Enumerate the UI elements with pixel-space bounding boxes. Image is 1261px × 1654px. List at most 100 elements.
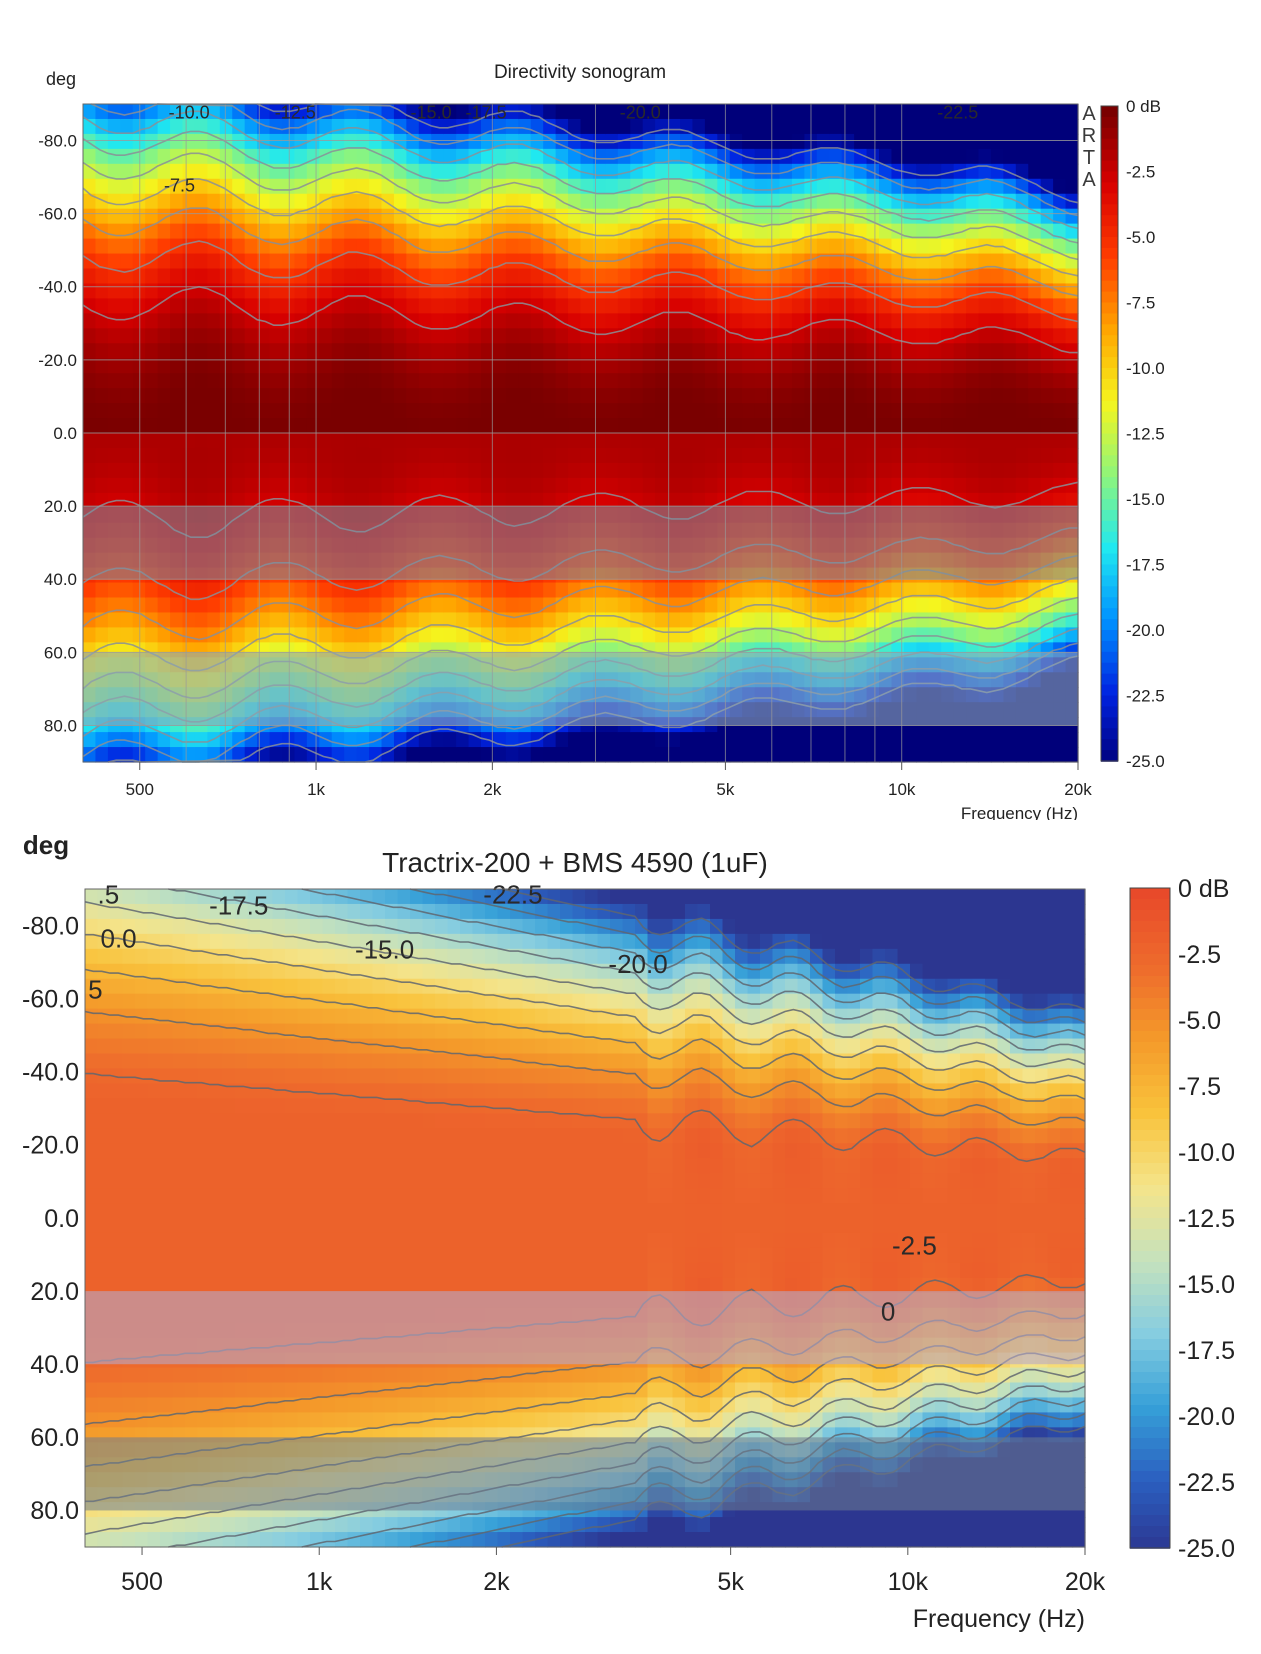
- heatmap-cell: [381, 313, 395, 329]
- heatmap-cell: [642, 388, 656, 404]
- heatmap-cell: [410, 1532, 424, 1548]
- heatmap-cell: [854, 403, 868, 419]
- heatmap-cell: [210, 933, 224, 950]
- heatmap-cell: [260, 1173, 274, 1189]
- heatmap-cell: [555, 343, 569, 359]
- heatmap-cell: [592, 343, 606, 359]
- x-tick-label: 1k: [307, 780, 325, 799]
- heatmap-cell: [447, 1128, 461, 1144]
- heatmap-cell: [447, 1053, 461, 1070]
- heatmap-cell: [120, 313, 134, 329]
- heatmap-cell: [397, 903, 411, 920]
- heatmap-cell: [269, 403, 283, 419]
- heatmap-cell: [966, 627, 980, 643]
- heatmap-cell: [754, 403, 768, 419]
- heatmap-cell: [306, 163, 320, 180]
- heatmap-cell: [170, 343, 184, 359]
- heatmap-cell: [791, 477, 805, 494]
- heatmap-cell: [505, 193, 519, 210]
- heatmap-cell: [194, 732, 208, 748]
- heatmap-cell: [107, 148, 121, 165]
- heatmap-cell: [978, 627, 992, 643]
- heatmap-cell: [1015, 208, 1029, 225]
- heatmap-cell: [282, 268, 296, 285]
- colorbar: 0 dB-2.5-5.0-7.5-10.0-12.5-15.0-17.5-20.…: [1100, 97, 1165, 771]
- heatmap-cell: [235, 1098, 249, 1114]
- heatmap-cell: [97, 1008, 111, 1025]
- heatmap-cell: [356, 403, 370, 419]
- heatmap-cell: [692, 223, 706, 240]
- heatmap-cell: [1003, 388, 1017, 404]
- heatmap-cell: [692, 462, 706, 479]
- heatmap-cell: [335, 1247, 349, 1264]
- heatmap-cell: [322, 1218, 336, 1234]
- heatmap-cell: [322, 1188, 336, 1204]
- heatmap-cell: [272, 1247, 286, 1264]
- heatmap-cell: [285, 963, 299, 980]
- heatmap-cell: [244, 732, 258, 748]
- heatmap-cell: [767, 462, 781, 479]
- heatmap-cell: [344, 492, 358, 509]
- heatmap-cell: [222, 993, 236, 1010]
- heatmap-cell: [916, 133, 930, 150]
- heatmap-cell: [157, 492, 171, 509]
- heatmap-cell: [605, 747, 619, 763]
- heatmap-cell: [435, 1232, 449, 1249]
- heatmap-cell: [207, 388, 221, 404]
- heatmap-cell: [431, 163, 445, 180]
- heatmap-cell: [110, 1143, 124, 1159]
- heatmap-cell: [1003, 358, 1017, 374]
- heatmap-cell: [518, 133, 532, 150]
- heatmap-cell: [555, 747, 569, 763]
- heatmap-cell: [319, 418, 333, 434]
- heatmap-cell: [120, 163, 134, 180]
- heatmap-cell: [381, 343, 395, 359]
- heatmap-cell: [717, 253, 731, 270]
- heatmap-cell: [331, 418, 345, 434]
- heatmap-cell: [481, 627, 495, 643]
- heatmap-cell: [194, 477, 208, 494]
- heatmap-cell: [617, 118, 631, 135]
- heatmap-cell: [928, 388, 942, 404]
- heatmap-cell: [505, 732, 519, 748]
- heatmap-cell: [754, 433, 768, 449]
- heatmap-cell: [493, 283, 507, 299]
- heatmap-cell: [344, 373, 358, 389]
- heatmap-cell: [903, 358, 917, 374]
- heatmap-cell: [829, 462, 843, 479]
- heatmap-cell: [244, 328, 258, 344]
- heatmap-cell: [406, 358, 420, 374]
- heatmap-cell: [160, 1113, 174, 1129]
- colorbar-label: -15.0: [1126, 490, 1165, 509]
- heatmap-cell: [272, 1232, 286, 1249]
- heatmap-cell: [1015, 373, 1029, 389]
- heatmap-cell: [219, 492, 233, 509]
- heatmap-cell: [1015, 118, 1029, 135]
- heatmap-cell: [555, 418, 569, 434]
- heatmap-cell: [95, 403, 109, 419]
- contour-line: [82, 207, 1079, 297]
- heatmap-cell: [680, 253, 694, 270]
- heatmap-cell: [160, 978, 174, 995]
- heatmap-cell: [891, 358, 905, 374]
- heatmap-cell: [244, 492, 258, 509]
- heatmap-cell: [356, 298, 370, 314]
- heatmap-cell: [829, 283, 843, 299]
- heatmap-cell: [85, 1367, 99, 1384]
- heatmap-cell: [505, 148, 519, 165]
- heatmap-cell: [235, 1397, 249, 1413]
- heatmap-cell: [692, 612, 706, 628]
- heatmap-cell: [381, 477, 395, 494]
- heatmap-cell: [729, 133, 743, 150]
- heatmap-cell: [829, 133, 843, 150]
- heatmap-cell: [1003, 582, 1017, 599]
- heatmap-cell: [854, 462, 868, 479]
- heatmap-cell: [456, 193, 470, 210]
- heatmap-cell: [272, 1023, 286, 1040]
- heatmap-cell: [385, 1173, 399, 1189]
- y-tick-label: -60.0: [38, 205, 77, 224]
- heatmap-cell: [418, 582, 432, 599]
- heatmap-cell: [335, 963, 349, 980]
- heatmap-cell: [630, 433, 644, 449]
- heatmap-cell: [170, 612, 184, 628]
